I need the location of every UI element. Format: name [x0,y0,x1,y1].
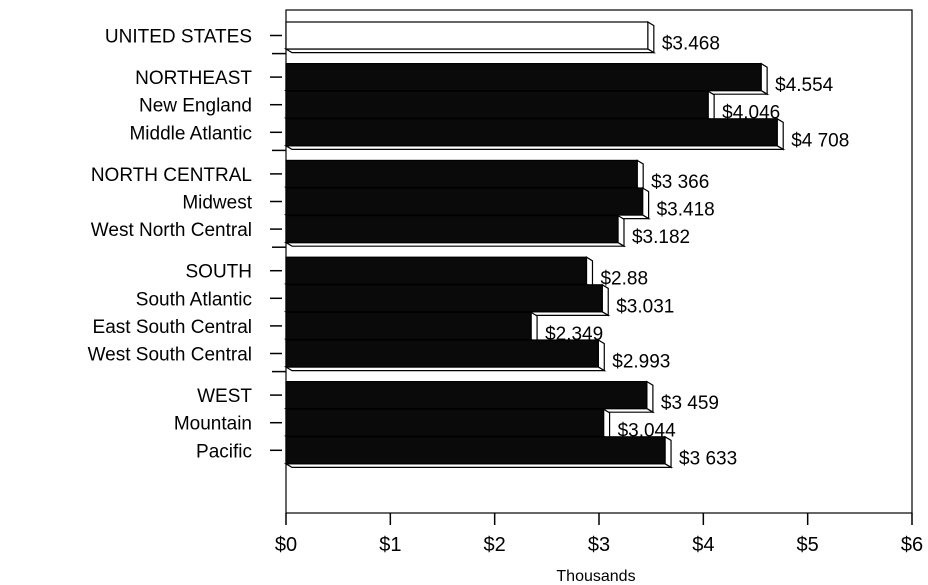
bar-side [602,408,611,441]
x-axis-title: Thousands [556,568,635,585]
x-tick-label: $4 [692,534,714,556]
value-label: $3.031 [616,296,674,317]
x-tick-label: $1 [379,534,401,556]
value-label: $3.182 [632,227,690,248]
bar-west-north-central [283,214,627,248]
bar-mountain [283,408,612,441]
category-label: South Atlantic [136,289,252,310]
x-tick-label: $6 [901,534,923,556]
value-label: $3 459 [661,393,719,414]
value-label: $3 366 [651,172,709,193]
bar-side [617,214,625,248]
bar-face [285,62,762,92]
bar-side [642,186,650,220]
category-labels: UNITED STATES NORTHEAST New England Middle … [88,27,253,463]
category-label: West North Central [91,220,252,241]
bar-face [285,187,644,216]
bar-northeast [283,62,770,96]
bar-side [647,20,655,54]
bar-face [285,256,588,285]
bar-face [285,159,638,188]
bars [283,20,786,469]
bar-midwest [283,186,651,220]
bar-face [285,90,709,119]
bar-face [285,381,648,410]
value-label: $2.993 [612,352,670,373]
category-label: WEST [197,386,252,407]
bar-north-central [283,159,646,193]
bar-face [285,339,599,368]
bar-west-south-central [283,338,607,372]
bar-side [530,311,538,345]
category-label: Pacific [196,441,252,462]
bar-united-states [283,20,656,54]
x-tick-label: $5 [797,534,819,556]
category-label: Mountain [174,414,252,435]
category-label: Middle Atlantic [129,123,252,144]
bar-west [283,380,656,414]
category-label: SOUTH [186,262,253,283]
bar-side [585,256,594,289]
bar-new-england [283,90,717,123]
bar-pacific [283,435,674,469]
value-label: $3 633 [679,448,737,469]
x-axis: $0 $1 $2 $3 $4 $5 $6 [275,513,923,556]
value-label: $2.349 [545,324,603,345]
category-label: Midwest [182,193,252,214]
bar-side [636,159,644,193]
category-label: West South Central [88,345,252,366]
category-label: East South Central [93,317,252,338]
x-tick-label: $0 [275,534,297,556]
bar-face [285,284,603,313]
bar-side [707,90,715,123]
value-label: $3.418 [657,200,715,221]
category-label: NORTH CENTRAL [91,165,252,186]
bar-side [760,62,768,96]
value-labels: $3.468 $4.554 $4.046 $4 708 $3 366 $3.418 $3.1… [545,34,849,470]
bar-south-atlantic [283,283,611,317]
bar-face [285,21,649,50]
category-label: NORTHEAST [135,68,252,89]
value-label: $2.88 [600,269,648,290]
x-tick-label: $2 [484,534,506,556]
category-label: UNITED STATES [105,27,252,48]
value-label: $3.044 [618,421,677,442]
bar-face [285,118,778,147]
value-label: $4 708 [791,130,849,151]
bar-face [285,436,666,465]
value-label: $3.468 [662,34,720,55]
value-label: $4.046 [722,103,780,124]
bar-face [285,408,605,437]
bar-face [285,311,532,340]
bar-east-south-central [283,311,540,345]
category-label: New England [139,96,252,117]
bar-face [285,215,619,244]
value-label: $4.554 [775,75,834,96]
bar-side [646,380,654,414]
x-tick-label: $3 [588,534,610,556]
bar-middle-atlantic [283,117,786,151]
bar-south [283,256,595,289]
